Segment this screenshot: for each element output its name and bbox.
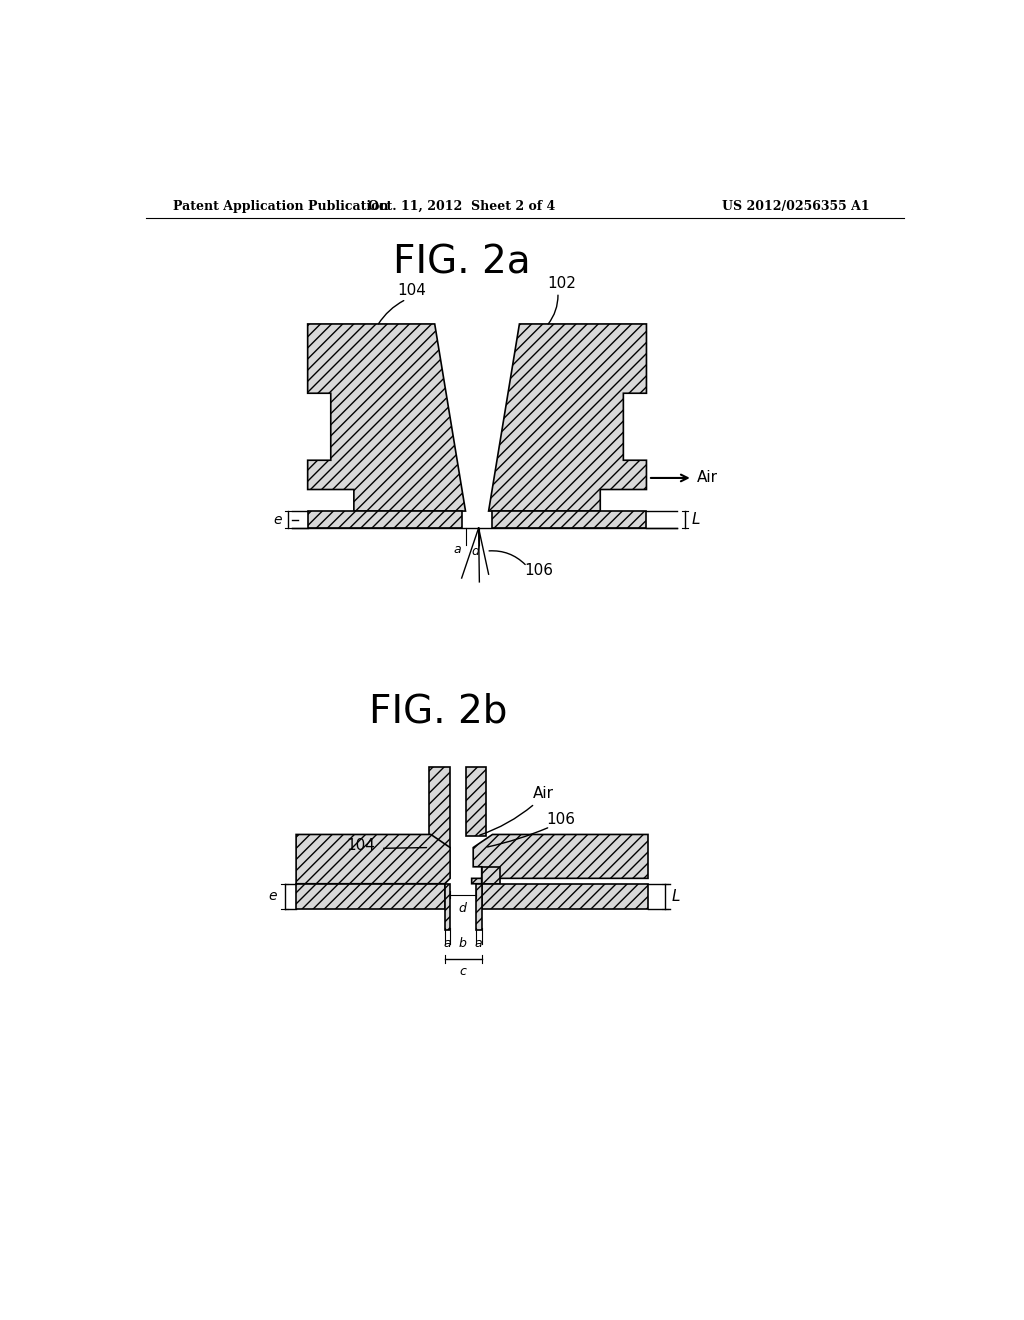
Text: d: d: [472, 545, 479, 557]
Text: a: a: [443, 937, 451, 950]
Bar: [296, 884, 444, 909]
Polygon shape: [296, 834, 451, 884]
Text: 106: 106: [547, 812, 575, 826]
Text: a: a: [454, 543, 461, 556]
Text: US 2012/0256355 A1: US 2012/0256355 A1: [722, 199, 869, 213]
Text: d: d: [459, 903, 466, 915]
Text: e: e: [268, 890, 276, 903]
Bar: [444, 884, 451, 929]
Text: Air: Air: [532, 787, 554, 801]
Polygon shape: [488, 323, 646, 511]
Text: 106: 106: [524, 562, 553, 578]
Text: Oct. 11, 2012  Sheet 2 of 4: Oct. 11, 2012 Sheet 2 of 4: [368, 199, 555, 213]
Text: 104: 104: [346, 838, 376, 853]
Text: FIG. 2b: FIG. 2b: [370, 692, 508, 730]
Text: a: a: [475, 937, 482, 950]
Text: L: L: [671, 888, 680, 904]
Bar: [475, 884, 481, 929]
Text: 102: 102: [547, 276, 577, 290]
Bar: [307, 511, 462, 528]
Polygon shape: [481, 867, 500, 884]
Bar: [429, 767, 451, 847]
Bar: [466, 767, 486, 836]
Text: Air: Air: [696, 470, 718, 486]
Text: 104: 104: [397, 284, 426, 298]
Text: e: e: [273, 512, 283, 527]
Text: Patent Application Publication: Patent Application Publication: [173, 199, 388, 213]
Text: FIG. 2a: FIG. 2a: [393, 243, 530, 281]
Polygon shape: [307, 323, 466, 511]
Bar: [481, 884, 648, 909]
Text: L: L: [691, 512, 699, 527]
Bar: [493, 511, 646, 528]
Text: c: c: [460, 965, 467, 978]
Text: b: b: [459, 937, 466, 950]
Polygon shape: [472, 834, 648, 884]
